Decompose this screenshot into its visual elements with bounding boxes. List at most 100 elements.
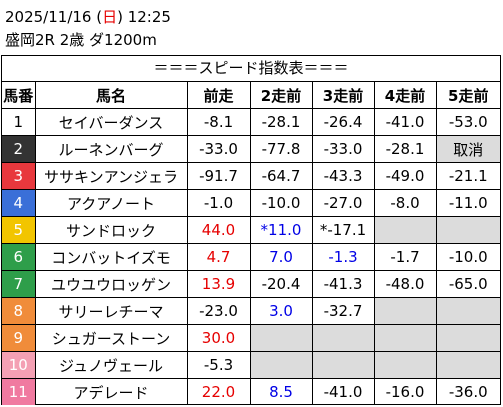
col-header-2-races-ago: 2走前 [249,82,313,109]
table-row: 2 ルーネンバーグ -33.0 -77.8 -33.0 -28.1 取消 [2,135,500,163]
horse-number-cell: 3 [2,162,36,190]
speed-index-cell: -43.3 [311,162,375,190]
horse-number-cell: 11 [2,378,36,405]
table-row: 10 ジュノヴェール -5.3 [2,351,500,379]
speed-index-cell: 4.7 [186,243,251,271]
speed-index-cell: -27.0 [311,189,375,217]
table-row: 6 コンバットイズモ 4.7 7.0 -1.3 -1.7 -10.0 [2,243,500,271]
speed-index-panel: ＝＝＝スピード指数表＝＝＝ 馬番 馬名 前走 2走前 3走前 4走前 5走前 1… [1,55,501,405]
speed-index-cell: -20.4 [249,270,313,298]
speed-index-cell: -64.7 [249,162,313,190]
race-datetime: 2025/11/16 (日) 12:25 [5,7,171,27]
table-row: 5 サンドロック 44.0 *11.0 *-17.1 [2,216,500,244]
speed-index-cell: -49.0 [373,162,437,190]
speed-index-cell: -48.0 [373,270,437,298]
speed-index-cell: -41.3 [311,270,375,298]
horse-number-cell: 10 [2,351,36,379]
speed-index-cell: -53.0 [435,108,500,136]
speed-index-cell: -91.7 [186,162,251,190]
col-header-3-races-ago: 3走前 [311,82,375,109]
horse-number-cell: 1 [2,108,36,136]
speed-index-cell: -10.0 [435,243,500,271]
empty-cell [435,297,500,325]
horse-name-cell: ジュノヴェール [34,351,188,379]
horse-number-cell: 7 [2,270,36,298]
speed-index-cell: -41.0 [311,378,375,405]
horse-number-cell: 2 [2,135,36,163]
date-suffix: ) 12:25 [117,8,171,26]
speed-index-cell: -16.0 [373,378,437,405]
horse-name-cell: コンバットイズモ [34,243,188,271]
horse-name-cell: ルーネンバーグ [34,135,188,163]
col-header-last-race: 前走 [186,82,251,109]
empty-cell [373,216,437,244]
header-row: 馬番 馬名 前走 2走前 3走前 4走前 5走前 [2,82,500,109]
speed-index-cell: -33.0 [186,135,251,163]
table-row: 4 アクアノート -1.0 -10.0 -27.0 -8.0 -11.0 [2,189,500,217]
horse-number-cell: 6 [2,243,36,271]
empty-cell [373,324,437,352]
speed-index-table: 馬番 馬名 前走 2走前 3走前 4走前 5走前 1 セイバーダンス -8.1 -28… [2,82,500,405]
speed-index-cell: -1.0 [186,189,251,217]
speed-index-cell: -28.1 [373,135,437,163]
speed-index-cell: -10.0 [249,189,313,217]
speed-index-cell: -77.8 [249,135,313,163]
speed-index-cell: 13.9 [186,270,251,298]
empty-cell [373,351,437,379]
col-header-4-races-ago: 4走前 [373,82,437,109]
race-header: 2025/11/16 (日) 12:25 盛岡2R 2歳 ダ1200m [0,0,503,55]
table-row: 8 サリーレチーマ -23.0 3.0 -32.7 [2,297,500,325]
speed-index-cell: *-17.1 [311,216,375,244]
empty-cell [311,351,375,379]
horse-name-cell: ユウユウロッゲン [34,270,188,298]
horse-name-cell: サリーレチーマ [34,297,188,325]
table-title: ＝＝＝スピード指数表＝＝＝ [2,56,500,82]
horse-name-cell: サンドロック [34,216,188,244]
horse-name-cell: アクアノート [34,189,188,217]
scratched-cell: 取消 [435,135,500,163]
speed-index-cell: -1.3 [311,243,375,271]
table-row: 1 セイバーダンス -8.1 -28.1 -26.4 -41.0 -53.0 [2,108,500,136]
speed-index-cell: -28.1 [249,108,313,136]
horse-number-cell: 4 [2,189,36,217]
horse-number-cell: 9 [2,324,36,352]
horse-name-cell: ササキンアンジェラ [34,162,188,190]
speed-index-cell: -8.0 [373,189,437,217]
empty-cell [311,324,375,352]
speed-index-cell: 7.0 [249,243,313,271]
empty-cell [249,324,313,352]
day-of-week: 日 [102,8,118,26]
speed-index-cell: -8.1 [186,108,251,136]
speed-index-cell: -32.7 [311,297,375,325]
empty-cell [249,351,313,379]
empty-cell [435,216,500,244]
col-header-number: 馬番 [2,82,36,109]
horse-name-cell: アデレード [34,378,188,405]
table-row: 3 ササキンアンジェラ -91.7 -64.7 -43.3 -49.0 -21.1 [2,162,500,190]
speed-index-cell: -1.7 [373,243,437,271]
speed-index-cell: 22.0 [186,378,251,405]
speed-index-cell: 8.5 [249,378,313,405]
table-row: 7 ユウユウロッゲン 13.9 -20.4 -41.3 -48.0 -65.0 [2,270,500,298]
speed-index-cell: -11.0 [435,189,500,217]
date-prefix: 2025/11/16 ( [5,8,103,26]
speed-index-cell: 30.0 [186,324,251,352]
empty-cell [373,297,437,325]
speed-index-cell: 3.0 [249,297,313,325]
empty-cell [435,324,500,352]
speed-index-cell: -26.4 [311,108,375,136]
speed-index-cell: -33.0 [311,135,375,163]
horse-name-cell: セイバーダンス [34,108,188,136]
horse-name-cell: シュガーストーン [34,324,188,352]
horse-number-cell: 5 [2,216,36,244]
speed-index-cell: -36.0 [435,378,500,405]
empty-cell [435,351,500,379]
speed-index-cell: -65.0 [435,270,500,298]
speed-index-cell: -5.3 [186,351,251,379]
table-row: 9 シュガーストーン 30.0 [2,324,500,352]
speed-index-cell: *11.0 [249,216,313,244]
table-row: 11 アデレード 22.0 8.5 -41.0 -16.0 -36.0 [2,378,500,405]
horse-number-cell: 8 [2,297,36,325]
speed-index-cell: -41.0 [373,108,437,136]
speed-index-cell: 44.0 [186,216,251,244]
